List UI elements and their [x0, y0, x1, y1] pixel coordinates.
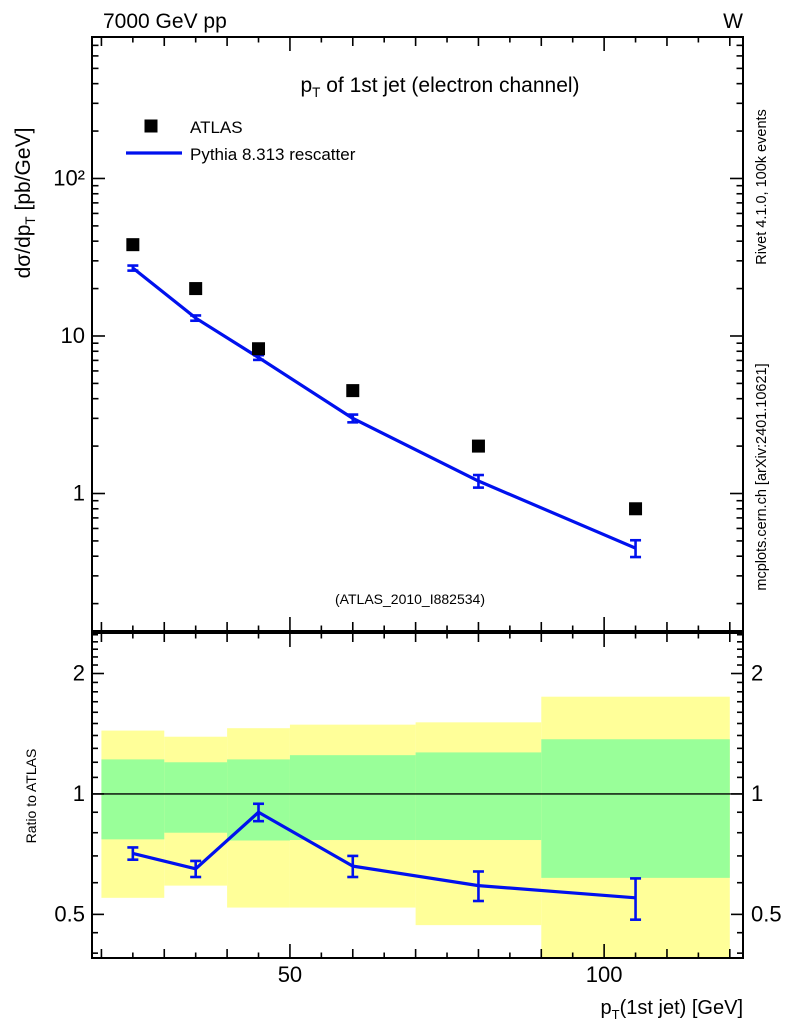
pythia-line [127, 264, 642, 559]
mc-curve [131, 266, 637, 550]
header-process-label: W [723, 10, 743, 33]
title-subscript: T [312, 85, 320, 100]
band-inner-bin [164, 762, 228, 833]
y-main-tick-label: 1 [73, 481, 85, 506]
x-tick-label: 100 [586, 962, 623, 987]
y-ratio-tick-label-right: 1 [751, 781, 763, 806]
legend-pythia-label: Pythia 8.313 rescatter [190, 145, 356, 164]
x-label-prefix: p [601, 997, 612, 1019]
plot-title: pT of 1st jet (electron channel) [300, 74, 579, 100]
legend-atlas-marker [144, 119, 158, 133]
watermark-label: (ATLAS_2010_I882534) [335, 591, 485, 607]
band-inner-bin [541, 739, 730, 878]
band-inner-bin [227, 759, 290, 841]
x-axis-label: pT(1st jet) [GeV] [601, 997, 743, 1022]
atlas-data-marker [629, 502, 643, 516]
band-inner-bin [101, 759, 165, 840]
mcplots-reference-note: mcplots.cern.ch [arXiv:2401.10621] [754, 363, 770, 590]
uncertainty-band-green [101, 739, 730, 878]
rivet-version-note: Rivet 4.1.0, 100k events [754, 109, 770, 265]
atlas-data-marker [471, 439, 485, 453]
y-ratio-tick-label-right: 2 [751, 661, 763, 686]
y-axis-label-ratio: Ratio to ATLAS [23, 749, 39, 844]
atlas-data-marker [346, 384, 360, 398]
axis-ticks [92, 37, 743, 958]
x-tick-label: 50 [278, 962, 302, 987]
title-prefix: p [300, 74, 312, 97]
legend: ATLAS Pythia 8.313 rescatter [126, 118, 356, 164]
band-inner-bin [289, 755, 416, 841]
y-ratio-tick-label-left: 0.5 [54, 901, 85, 926]
ratio-panel-frame [91, 632, 744, 959]
x-label-rest: (1st jet) [GeV] [620, 997, 743, 1019]
header-beam-label: 7000 GeV pp [103, 10, 227, 33]
y-label-subscript: T [23, 216, 38, 224]
main-panel-frame [91, 36, 744, 632]
y-ratio-tick-label-left: 2 [73, 661, 85, 686]
y-axis-label-main: dσ/dpT [pb/GeV] [12, 128, 38, 279]
atlas-data-marker [252, 342, 266, 356]
x-label-subscript: T [612, 1007, 620, 1022]
mc-curve [132, 810, 636, 900]
band-inner-bin [415, 752, 542, 841]
y-main-tick-label: 10² [53, 165, 85, 190]
atlas-data-marker [126, 238, 140, 252]
y-main-tick-label: 10 [61, 323, 85, 348]
title-rest: of 1st jet (electron channel) [320, 74, 579, 97]
y-label-prefix: dσ/dp [12, 225, 35, 279]
ratio-line [127, 802, 642, 921]
y-ratio-tick-label-right: 0.5 [751, 901, 782, 926]
y-label-rest: [pb/GeV] [12, 128, 35, 217]
atlas-data-marker [189, 282, 203, 296]
atlas-data-points [126, 238, 643, 516]
legend-atlas-label: ATLAS [190, 118, 243, 137]
y-ratio-tick-label-left: 1 [73, 781, 85, 806]
